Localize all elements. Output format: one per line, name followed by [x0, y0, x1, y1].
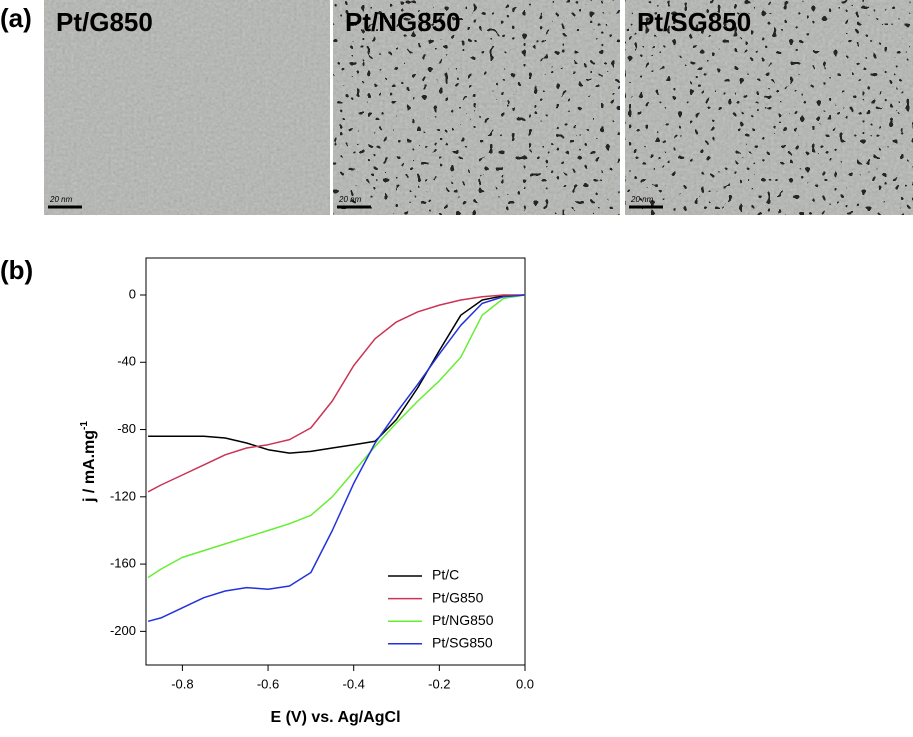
- series-line: [147, 294, 526, 579]
- tem-particles: [333, 0, 620, 215]
- y-tick-label: -200: [110, 623, 136, 638]
- y-tick-label: 0: [129, 286, 136, 301]
- x-tick-label: -0.4: [342, 676, 364, 691]
- x-tick-label: -0.8: [171, 676, 193, 691]
- image-label: Pt/SG850: [637, 7, 751, 37]
- legend-label: Pt/G850: [432, 589, 484, 605]
- y-tick-label: -80: [117, 421, 136, 436]
- scale-label: 20 nm: [49, 195, 73, 204]
- x-tick-label: -0.2: [428, 676, 450, 691]
- tem-images: Pt/G850 20 nm Pt/NG850 20 nm Pt/SG850 20 nm: [44, 0, 913, 215]
- image-label: Pt/G850: [56, 7, 153, 37]
- y-tick-label: -120: [110, 488, 136, 503]
- legend-label: Pt/SG850: [432, 635, 493, 651]
- x-axis-label: E (V) vs. Ag/AgCl: [270, 709, 400, 726]
- x-tick-label: -0.6: [257, 676, 279, 691]
- scale-label: 20 nm: [338, 195, 362, 204]
- y-label-text: j / mA.mg: [81, 430, 98, 503]
- series-line: [147, 294, 525, 493]
- tem-texture: [44, 0, 330, 215]
- panel-label: (a): [0, 3, 32, 33]
- legend-label: Pt/NG850: [432, 612, 494, 628]
- tem-particles: [625, 0, 913, 215]
- y-axis-label: j / mA.mg-1: [79, 421, 99, 503]
- y-tick-label: -160: [110, 556, 136, 571]
- scale-label: 20 nm: [630, 195, 654, 204]
- panel-label: (b): [0, 255, 33, 285]
- series-line: [148, 294, 526, 454]
- y-tick-label: -40: [117, 354, 136, 369]
- legend-label: Pt/C: [432, 567, 459, 583]
- image-label: Pt/NG850: [345, 7, 461, 37]
- x-tick-label: 0.0: [516, 676, 534, 691]
- y-label-sup: -1: [79, 421, 90, 430]
- plot-frame: [145, 257, 526, 666]
- chart: 0 -40 -80 -120 -160 -200 -0.8 -0.6 -0.4 -0.2 0.0 E …: [79, 257, 534, 726]
- series-line: [147, 294, 526, 623]
